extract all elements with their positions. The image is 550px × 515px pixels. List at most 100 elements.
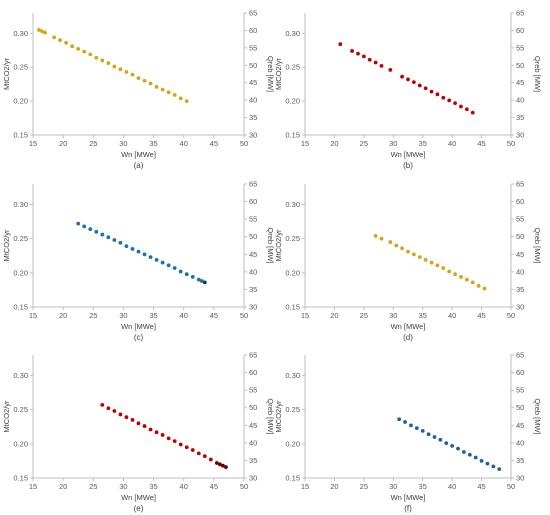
data-point xyxy=(429,260,434,265)
scatter-series xyxy=(214,461,228,469)
x-tick-label: 25 xyxy=(360,311,368,320)
data-point xyxy=(394,243,399,248)
data-point xyxy=(479,459,484,463)
y2-tick-label: 50 xyxy=(249,61,257,70)
data-point xyxy=(178,442,183,447)
data-point xyxy=(118,240,123,245)
y2-tick-label: 30 xyxy=(516,131,524,140)
scatter-series xyxy=(373,234,487,291)
x-axis-label: Wn [MWe] xyxy=(391,322,426,331)
y2-axis-label: Qreb [MW] xyxy=(533,227,542,263)
data-point xyxy=(438,437,443,442)
data-point xyxy=(142,424,147,428)
y-tick-label: 0.30 xyxy=(285,29,300,38)
y2-tick-label: 40 xyxy=(249,267,257,276)
y-tick-label: 0.25 xyxy=(285,63,300,72)
x-tick-label: 40 xyxy=(180,139,188,148)
data-point xyxy=(184,445,189,450)
x-tick-label: 45 xyxy=(210,139,218,148)
y2-tick-label: 45 xyxy=(516,250,524,259)
y2-tick-label: 35 xyxy=(516,456,524,465)
x-tick-label: 45 xyxy=(210,311,218,320)
data-point xyxy=(190,448,195,452)
y-tick-label: 0.25 xyxy=(13,234,28,243)
data-point xyxy=(214,461,219,465)
data-point xyxy=(411,252,416,257)
y-axis-label: MtCO2/yr xyxy=(2,57,11,90)
y2-tick-label: 65 xyxy=(516,351,524,360)
data-point xyxy=(100,58,105,63)
y2-tick-label: 60 xyxy=(516,26,524,35)
data-point xyxy=(379,63,384,68)
x-tick-label: 50 xyxy=(240,139,248,148)
x-tick-label: 25 xyxy=(89,311,97,320)
y-tick-label: 0.20 xyxy=(13,439,28,448)
data-point xyxy=(88,227,93,232)
y-tick-label: 0.25 xyxy=(13,405,28,414)
data-point xyxy=(166,263,171,268)
data-point xyxy=(464,277,469,282)
chart-panel: 15 20 25 30 35 40 45 50 0.15 0.20 0.25 0.30 30 35 40 45… xyxy=(274,351,542,514)
data-point xyxy=(124,244,129,249)
data-point xyxy=(367,57,372,62)
data-point xyxy=(184,99,189,104)
y2-tick-label: 65 xyxy=(249,9,257,18)
data-point xyxy=(64,40,69,45)
data-point xyxy=(160,260,165,265)
y-tick-label: 0.20 xyxy=(285,268,300,277)
y2-tick-label: 55 xyxy=(249,215,257,224)
data-point xyxy=(467,452,472,457)
data-point xyxy=(435,263,440,268)
data-point xyxy=(52,35,56,40)
data-point xyxy=(112,238,117,242)
x-tick-label: 50 xyxy=(240,311,248,320)
y-tick-label: 0.15 xyxy=(285,474,300,483)
chart-panel: 15 20 25 30 35 40 45 50 0.15 0.20 0.25 0.30 30 35 40 45… xyxy=(274,180,542,343)
data-point xyxy=(130,418,135,422)
data-point xyxy=(196,451,201,456)
data-point xyxy=(37,28,41,32)
data-point xyxy=(208,457,213,462)
y2-tick-label: 40 xyxy=(249,96,257,105)
x-tick-label: 40 xyxy=(448,311,456,320)
data-point xyxy=(356,51,360,56)
scatter-series xyxy=(100,402,213,462)
y2-tick-label: 35 xyxy=(516,113,524,122)
data-point xyxy=(217,462,222,467)
y2-tick-label: 40 xyxy=(249,438,257,447)
data-point xyxy=(482,286,487,291)
x-tick-label: 40 xyxy=(448,482,456,491)
data-point xyxy=(202,454,207,459)
data-point xyxy=(417,83,422,88)
y2-tick-label: 35 xyxy=(249,285,257,294)
data-point xyxy=(166,90,171,95)
data-point xyxy=(124,415,129,420)
scatter-series xyxy=(338,42,475,115)
x-tick-label: 45 xyxy=(210,482,218,491)
x-tick-label: 25 xyxy=(89,482,97,491)
data-point xyxy=(388,240,393,244)
data-point xyxy=(485,461,490,466)
y2-tick-label: 40 xyxy=(516,96,524,105)
panel-label: (c) xyxy=(134,333,144,342)
data-point xyxy=(470,110,475,115)
data-point xyxy=(148,255,153,260)
y2-axis-label: Qreb [MW] xyxy=(266,398,275,434)
data-point xyxy=(429,89,434,94)
data-point xyxy=(338,42,343,47)
data-point xyxy=(82,49,87,54)
y-axis-label: MtCO2/yr xyxy=(274,400,283,433)
data-point xyxy=(221,463,225,468)
data-point xyxy=(154,84,159,89)
y2-tick-label: 55 xyxy=(249,386,257,395)
data-point xyxy=(400,74,405,79)
data-point xyxy=(409,423,413,428)
y2-tick-label: 45 xyxy=(516,421,524,430)
x-tick-label: 35 xyxy=(419,139,427,148)
x-tick-label: 20 xyxy=(59,139,67,148)
data-point xyxy=(403,420,407,424)
data-point xyxy=(441,266,446,270)
y2-tick-label: 65 xyxy=(516,9,524,18)
x-tick-label: 50 xyxy=(507,139,515,148)
data-point xyxy=(444,441,449,446)
